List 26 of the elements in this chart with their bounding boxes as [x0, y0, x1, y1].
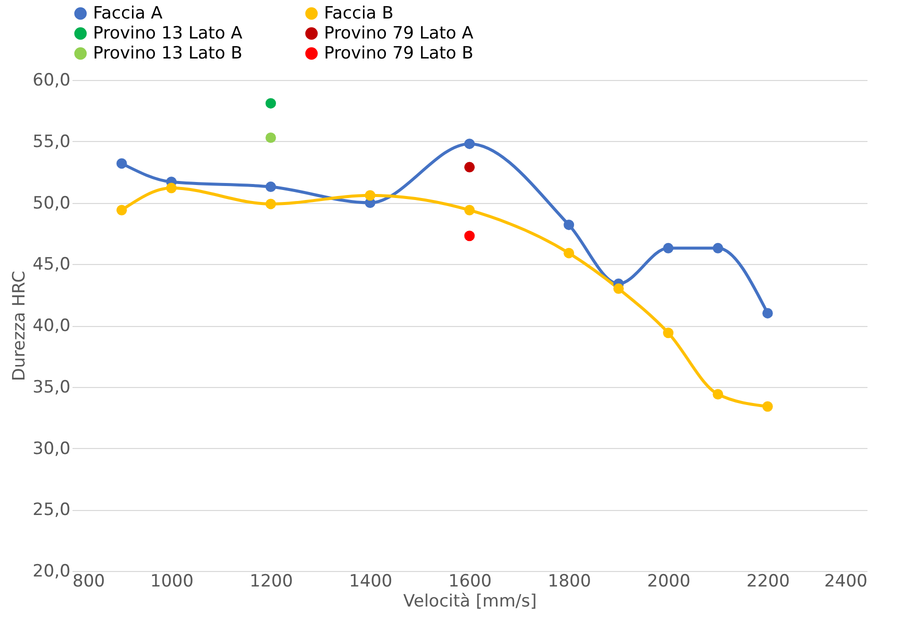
legend-label: Faccia B: [324, 4, 394, 24]
x-tick-label: 800: [72, 572, 105, 592]
y-axis-title: Durezza HRC: [10, 270, 30, 382]
x-tick-label: 1000: [150, 572, 194, 592]
x-axis-title: Velocità [mm/s]: [403, 592, 537, 612]
x-tick-label: 1600: [448, 572, 492, 592]
legend-label: Provino 79 Lato A: [324, 24, 474, 44]
x-tick-label: 2000: [647, 572, 690, 592]
y-tick-label: 60,0: [32, 70, 70, 90]
x-tick-label: 1400: [348, 572, 392, 592]
y-tick-label: 20,0: [32, 562, 70, 582]
y-tick-label: 30,0: [32, 438, 70, 459]
x-tick-label: 2400: [824, 572, 868, 592]
legend-label: Faccia A: [93, 4, 163, 24]
legend-label: Provino 13 Lato B: [93, 44, 242, 64]
y-tick-label: 55,0: [32, 132, 70, 152]
x-tick-label: 1800: [548, 572, 592, 592]
y-tick-label: 25,0: [32, 500, 70, 520]
y-tick-label: 45,0: [32, 254, 70, 275]
x-tick-label: 1200: [250, 572, 293, 592]
y-tick-label: 40,0: [32, 316, 70, 336]
legend-label: Provino 79 Lato B: [324, 44, 474, 64]
y-tick-label: 50,0: [32, 193, 70, 214]
y-tick-label: 35,0: [32, 377, 70, 398]
x-tick-label: 2200: [746, 572, 790, 592]
legend-label: Provino 13 Lato A: [93, 24, 243, 44]
